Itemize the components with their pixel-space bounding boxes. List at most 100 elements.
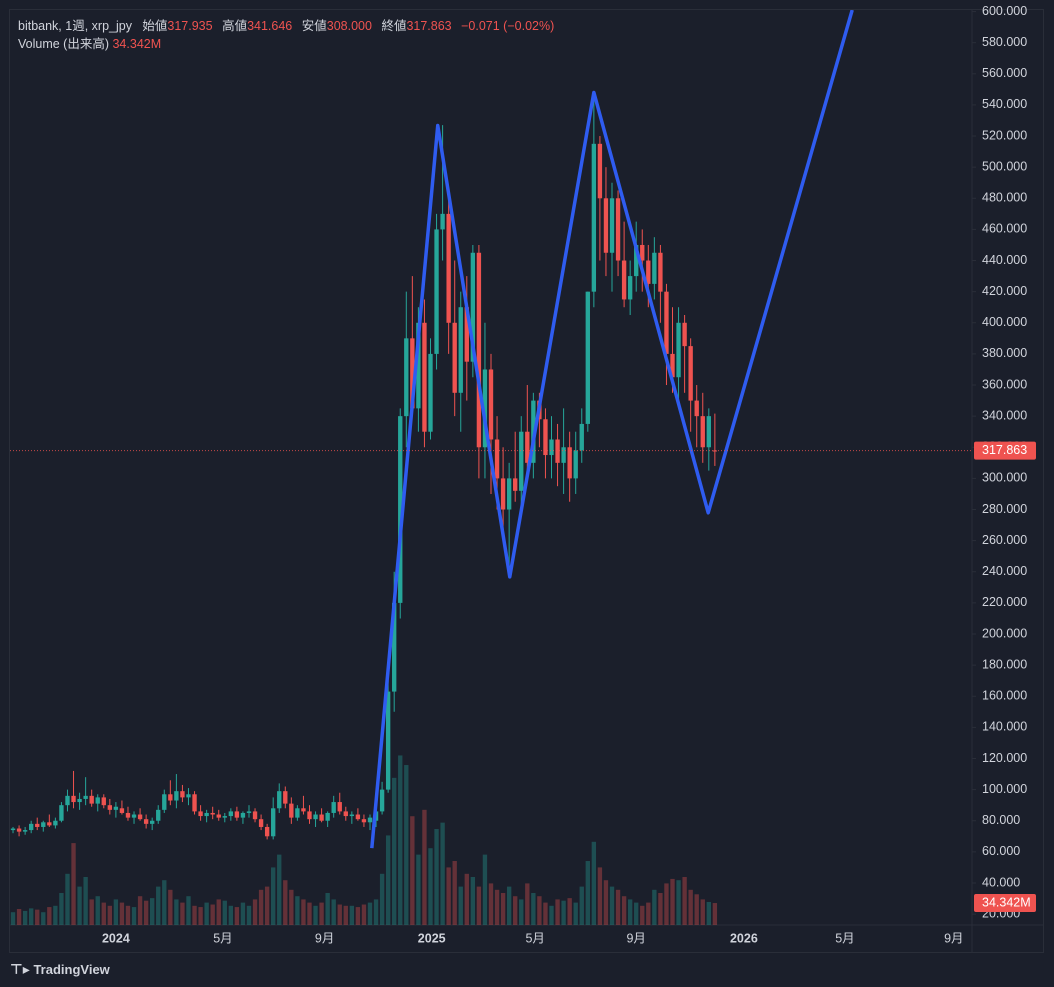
candle-body — [579, 423, 584, 451]
volume-bar — [47, 907, 52, 925]
candle-body — [246, 811, 252, 813]
y-tick-label: 280.000 — [982, 502, 1027, 516]
candle-body — [434, 229, 439, 354]
volume-bar — [385, 835, 391, 925]
volume-bar — [531, 893, 536, 925]
volume-bar — [277, 854, 282, 925]
candle-body — [640, 244, 645, 261]
volume-bar — [150, 898, 155, 925]
candle-body — [143, 819, 149, 824]
label: 高値 — [222, 19, 248, 33]
y-tick-label: 600.000 — [982, 4, 1027, 18]
candle-body — [271, 808, 276, 837]
volume-bar — [22, 910, 28, 925]
volume-bar — [664, 883, 669, 925]
volume-bar — [506, 886, 512, 925]
candle-body — [289, 803, 294, 818]
volume-layer — [10, 755, 718, 925]
volume-bar — [331, 899, 336, 925]
volume-bar — [361, 904, 367, 925]
candle-body — [712, 450, 718, 452]
value: 341.646 — [247, 19, 293, 33]
candle-body — [83, 795, 88, 799]
y-tick-label: 300.000 — [982, 471, 1027, 485]
volume-bar — [537, 896, 542, 925]
volume-bar — [476, 886, 482, 925]
candle-body — [367, 817, 373, 823]
candle-body — [440, 213, 445, 230]
candle-body — [331, 802, 336, 813]
candle-body — [77, 798, 82, 803]
volume-bar — [525, 883, 530, 925]
candle-body — [567, 447, 572, 479]
candle-body — [634, 244, 639, 277]
volume-legend: Volume (出来高) 34.342M — [18, 35, 560, 53]
x-tick-label: 5月 — [525, 931, 544, 945]
y-tick-label: 160.000 — [982, 689, 1027, 703]
last-price-label: 317.863 — [982, 443, 1027, 457]
volume-bar — [83, 877, 88, 925]
candle-body — [162, 794, 167, 810]
candle-body — [131, 814, 137, 818]
x-tick-label: 9月 — [315, 931, 334, 945]
volume-bar — [246, 905, 252, 925]
brand[interactable]: ⊤▸ TradingView — [10, 961, 110, 977]
candle-body — [446, 213, 451, 323]
volume-bar — [392, 777, 397, 925]
volume-bar — [271, 867, 276, 925]
volume-bar — [355, 907, 361, 925]
volume-bar — [379, 873, 385, 925]
candle-body — [113, 806, 119, 810]
volume-bar — [222, 900, 227, 925]
candle-body — [404, 338, 409, 417]
volume-bar — [658, 893, 663, 925]
volume-bar — [627, 899, 633, 925]
x-tick-label: 9月 — [626, 931, 645, 945]
x-tick-label: 5月 — [835, 931, 854, 945]
volume-bar — [470, 877, 476, 925]
y-tick-label: 80.000 — [982, 813, 1020, 827]
volume-bar — [125, 905, 131, 925]
candle-body — [180, 791, 185, 798]
symbol: bitbank, 1週, xrp_jpy — [18, 19, 132, 33]
x-tick-label: 2025 — [418, 931, 446, 945]
volume-bar — [488, 883, 494, 925]
candle-body — [385, 691, 391, 790]
y-tick-label: 340.000 — [982, 408, 1027, 422]
y-tick-label: 540.000 — [982, 97, 1027, 111]
candle-body — [107, 805, 113, 810]
y-tick-label: 380.000 — [982, 346, 1027, 360]
volume-bar — [367, 902, 373, 925]
candle-body — [337, 802, 342, 812]
volume-bar — [694, 894, 699, 925]
candle-body — [59, 805, 64, 821]
y-tick-label: 260.000 — [982, 533, 1027, 547]
y-tick-label: 460.000 — [982, 222, 1027, 236]
candle-body — [458, 307, 463, 393]
candle-body — [53, 820, 58, 826]
volume-bar — [513, 896, 518, 925]
candle-body — [543, 419, 548, 456]
brand-name[interactable]: TradingView — [33, 962, 110, 977]
volume-bar — [10, 912, 16, 925]
frame — [9, 9, 1044, 953]
candle-body — [597, 143, 603, 199]
volume-bar — [283, 880, 288, 925]
candle-body — [506, 478, 512, 510]
volume-bar — [458, 886, 463, 925]
y-tick-label: 440.000 — [982, 253, 1027, 267]
y-tick-label: 180.000 — [982, 657, 1027, 671]
volume-bar — [41, 912, 46, 925]
volume-bar — [519, 899, 524, 925]
candle-body — [10, 828, 16, 831]
y-tick-label: 480.000 — [982, 191, 1027, 205]
candle-body — [301, 808, 306, 812]
y-tick-label: 120.000 — [982, 751, 1027, 765]
candle-body — [240, 812, 246, 818]
trend-drawing — [370, 10, 854, 849]
volume-bar — [77, 886, 82, 925]
volume-bar — [204, 902, 209, 925]
candle-body — [228, 811, 234, 817]
volume-bar — [228, 905, 234, 925]
volume-bar — [585, 861, 590, 925]
